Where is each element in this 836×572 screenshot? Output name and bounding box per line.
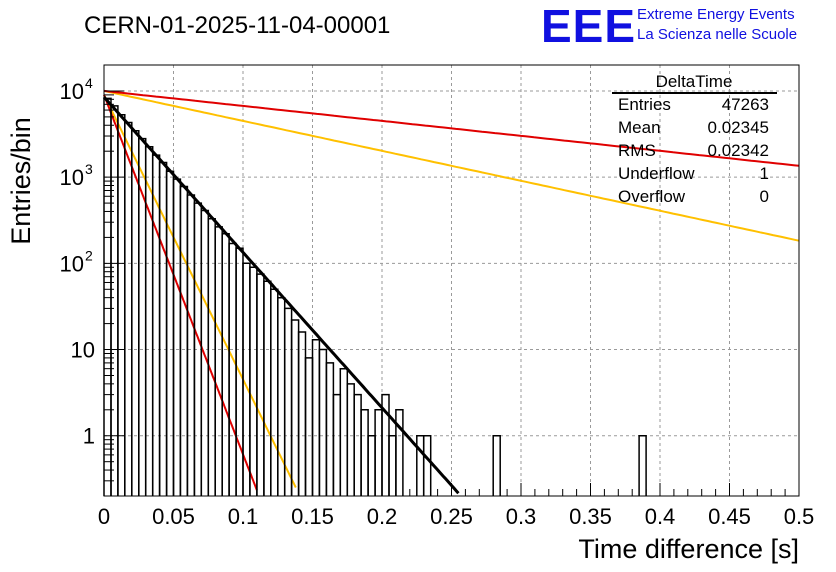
y-tick-label: 10 xyxy=(60,79,84,104)
stats-label: Underflow xyxy=(618,164,695,183)
y-tick-exponent: 3 xyxy=(85,161,93,177)
histogram-bin xyxy=(117,113,126,496)
y-tick-label: 10 xyxy=(60,251,84,276)
x-axis-label: Time difference [s] xyxy=(578,534,799,564)
curve-yellow-flat xyxy=(103,89,800,242)
y-tick-label: 10 xyxy=(60,165,84,190)
x-tick-label: 0.25 xyxy=(430,504,473,529)
histogram-bin xyxy=(346,383,355,496)
stats-box: DeltaTime Entries 47263 Mean 0.02345 RMS… xyxy=(612,72,777,206)
histogram-bin xyxy=(374,409,383,496)
x-tick-label: 0.3 xyxy=(506,504,537,529)
histogram-bin xyxy=(131,130,140,496)
histogram-bin xyxy=(144,146,154,496)
histogram-bin xyxy=(214,226,223,496)
stats-label: Entries xyxy=(618,95,671,114)
y-tick-label: 10 xyxy=(71,338,95,363)
histogram-bin xyxy=(124,121,133,496)
histogram-bin xyxy=(395,409,404,496)
histogram-bin xyxy=(290,319,300,496)
stats-value: 0.02345 xyxy=(708,118,769,137)
eee-logo-mark: EEE xyxy=(541,0,636,52)
histogram-bin xyxy=(638,434,647,496)
histogram-bin xyxy=(270,288,279,496)
stats-label: RMS xyxy=(618,141,656,160)
stats-value: 1 xyxy=(760,164,769,183)
chart-title: CERN-01-2025-11-04-00001 xyxy=(84,12,390,39)
stats-label: Mean xyxy=(618,118,661,137)
logo-line-1: Extreme Energy Events xyxy=(637,6,795,23)
x-tick-label: 0.35 xyxy=(569,504,612,529)
x-tick-label: 0.1 xyxy=(228,504,259,529)
histogram-bin xyxy=(325,362,335,496)
histogram-bin xyxy=(110,105,119,496)
x-tick-label: 0 xyxy=(98,504,110,529)
y-tick-exponent: 4 xyxy=(85,75,93,91)
histogram-bin xyxy=(172,178,182,496)
x-tick-label: 0.05 xyxy=(152,504,195,529)
histogram-bin xyxy=(179,185,189,496)
x-tick-label: 0.4 xyxy=(645,504,676,529)
histogram-bin xyxy=(332,393,342,496)
histogram-bin xyxy=(388,434,397,496)
histogram-bin xyxy=(297,331,307,496)
histogram-bin xyxy=(311,338,321,496)
histogram-bin xyxy=(165,170,175,496)
curve-red-flat xyxy=(103,89,800,167)
x-tick-label: 0.5 xyxy=(784,504,815,529)
histogram-bin xyxy=(367,434,376,496)
histogram-bin xyxy=(207,217,216,496)
curve-yellow-steep xyxy=(103,94,297,488)
histogram-bin xyxy=(249,266,258,496)
histogram-bin xyxy=(256,273,265,496)
logo-line-2: La Scienza nelle Scuole xyxy=(637,26,797,43)
histogram-bin xyxy=(416,434,425,496)
stats-value: 0 xyxy=(760,187,769,206)
x-tick-label: 0.15 xyxy=(291,504,334,529)
histogram-bin xyxy=(422,434,432,496)
histogram-bin xyxy=(186,194,196,496)
histogram-bin xyxy=(318,348,328,496)
stats-value: 0.02342 xyxy=(708,141,769,160)
y-axis-label: Entries/bin xyxy=(6,117,36,245)
histogram-bin xyxy=(353,393,362,496)
x-tick-label: 0.2 xyxy=(367,504,398,529)
histogram-bin xyxy=(221,233,230,496)
histogram xyxy=(102,96,647,496)
grid-lines xyxy=(104,65,799,496)
curve-fit xyxy=(102,96,460,495)
histogram-bin xyxy=(228,242,237,496)
histogram-bin xyxy=(263,280,272,496)
y-tick-exponent: 2 xyxy=(85,247,93,263)
y-tick-label: 1 xyxy=(83,424,95,449)
histogram-bin xyxy=(492,434,501,496)
stats-title: DeltaTime xyxy=(656,72,733,91)
histogram-bin xyxy=(304,357,314,496)
histogram-bin xyxy=(277,296,286,496)
x-axis: 0 0.05 0.1 0.15 0.2 0.25 0.3 0.35 0.4 0.45 0.5 xyxy=(98,483,814,529)
histogram-bin xyxy=(339,367,349,496)
x-tick-label: 0.45 xyxy=(708,504,751,529)
stats-value: 47263 xyxy=(722,95,769,114)
histogram-bin xyxy=(360,409,369,496)
stats-label: Overflow xyxy=(618,187,686,206)
